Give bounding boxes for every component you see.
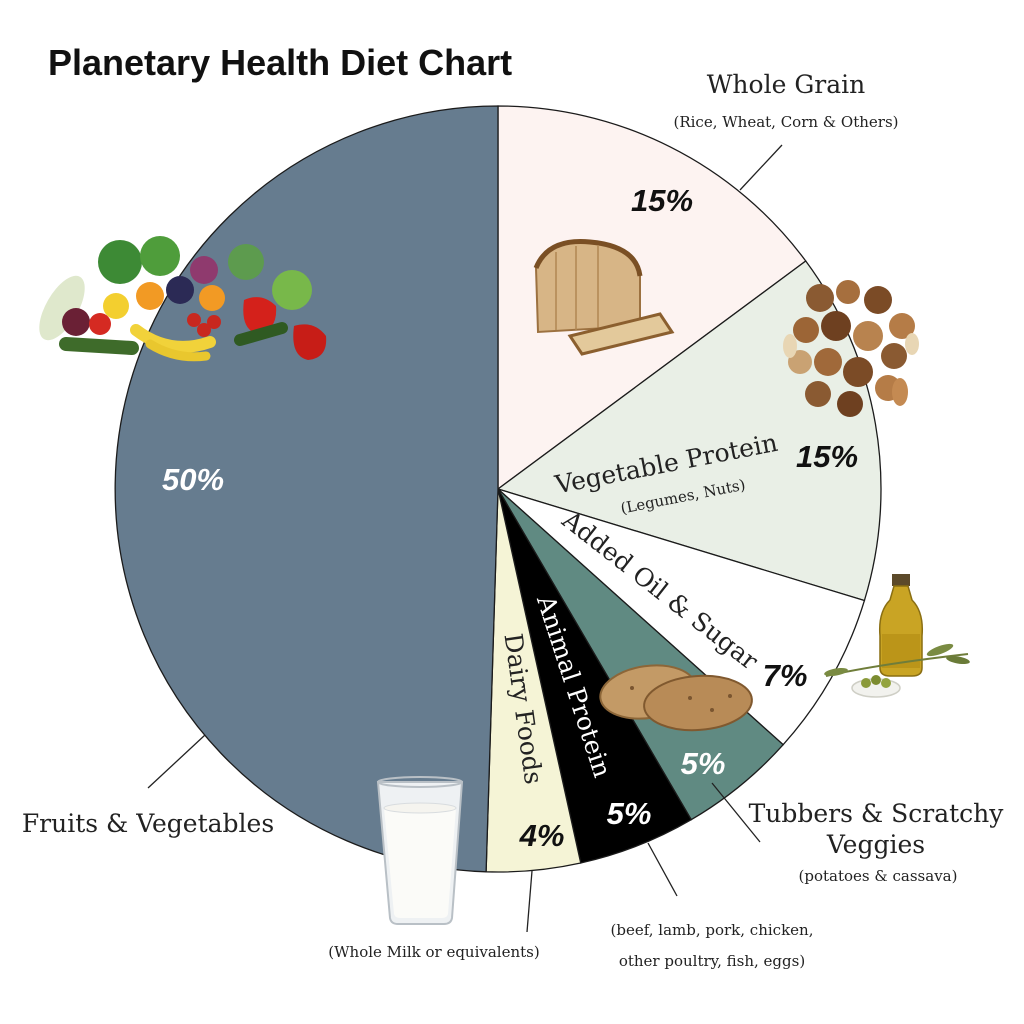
pie-slices — [114, 105, 882, 873]
milk-glass-icon — [376, 776, 464, 925]
label-fruits: Fruits & Vegetables — [22, 809, 274, 838]
pct-label-oil-sugar: 7% — [763, 658, 808, 693]
leader-line-dairy — [526, 870, 533, 933]
leader-lines — [147, 144, 783, 933]
sublabel-tubers: (potatoes & cassava) — [799, 867, 958, 885]
pct-label-dairy: 4% — [519, 818, 565, 853]
pie-slice-added-oil-and-sugar — [497, 488, 866, 746]
nuts-icon — [783, 280, 919, 417]
potato-icon — [599, 664, 753, 732]
pct-label-tubers: 5% — [681, 746, 726, 781]
pct-label-animal-protein: 5% — [607, 796, 652, 831]
leader-line-tubers — [711, 782, 761, 843]
fruits-vegetables-icon — [39, 236, 327, 362]
label-tubers-line-2: Veggies — [826, 830, 925, 859]
sublabel-animal-line-2: other poultry, fish, eggs) — [619, 952, 805, 970]
pct-label-whole-grain: 15% — [631, 183, 693, 218]
label-whole-grain: Whole Grain — [707, 70, 866, 99]
sublabel-dairy: (Whole Milk or equivalents) — [328, 943, 539, 961]
pie-slice-whole-grain — [497, 105, 807, 491]
leader-line-whole-grain — [739, 144, 783, 191]
chart-title: Planetary Health Diet Chart — [48, 42, 512, 83]
bread-icon — [533, 239, 675, 356]
sublabel-whole-grain: (Rice, Wheat, Corn & Others) — [673, 113, 898, 131]
olive-oil-icon — [824, 574, 970, 698]
leader-line-animal-protein — [647, 842, 678, 897]
sublabel-animal-line-1: (beef, lamb, pork, chicken, — [611, 921, 814, 939]
label-tubers-line-1: Tubbers & Scratchy — [749, 799, 1005, 828]
leader-line-fruits — [147, 734, 206, 789]
pct-label-fruits: 50% — [162, 462, 224, 497]
pct-label-vegetable-protein: 15% — [796, 439, 858, 474]
